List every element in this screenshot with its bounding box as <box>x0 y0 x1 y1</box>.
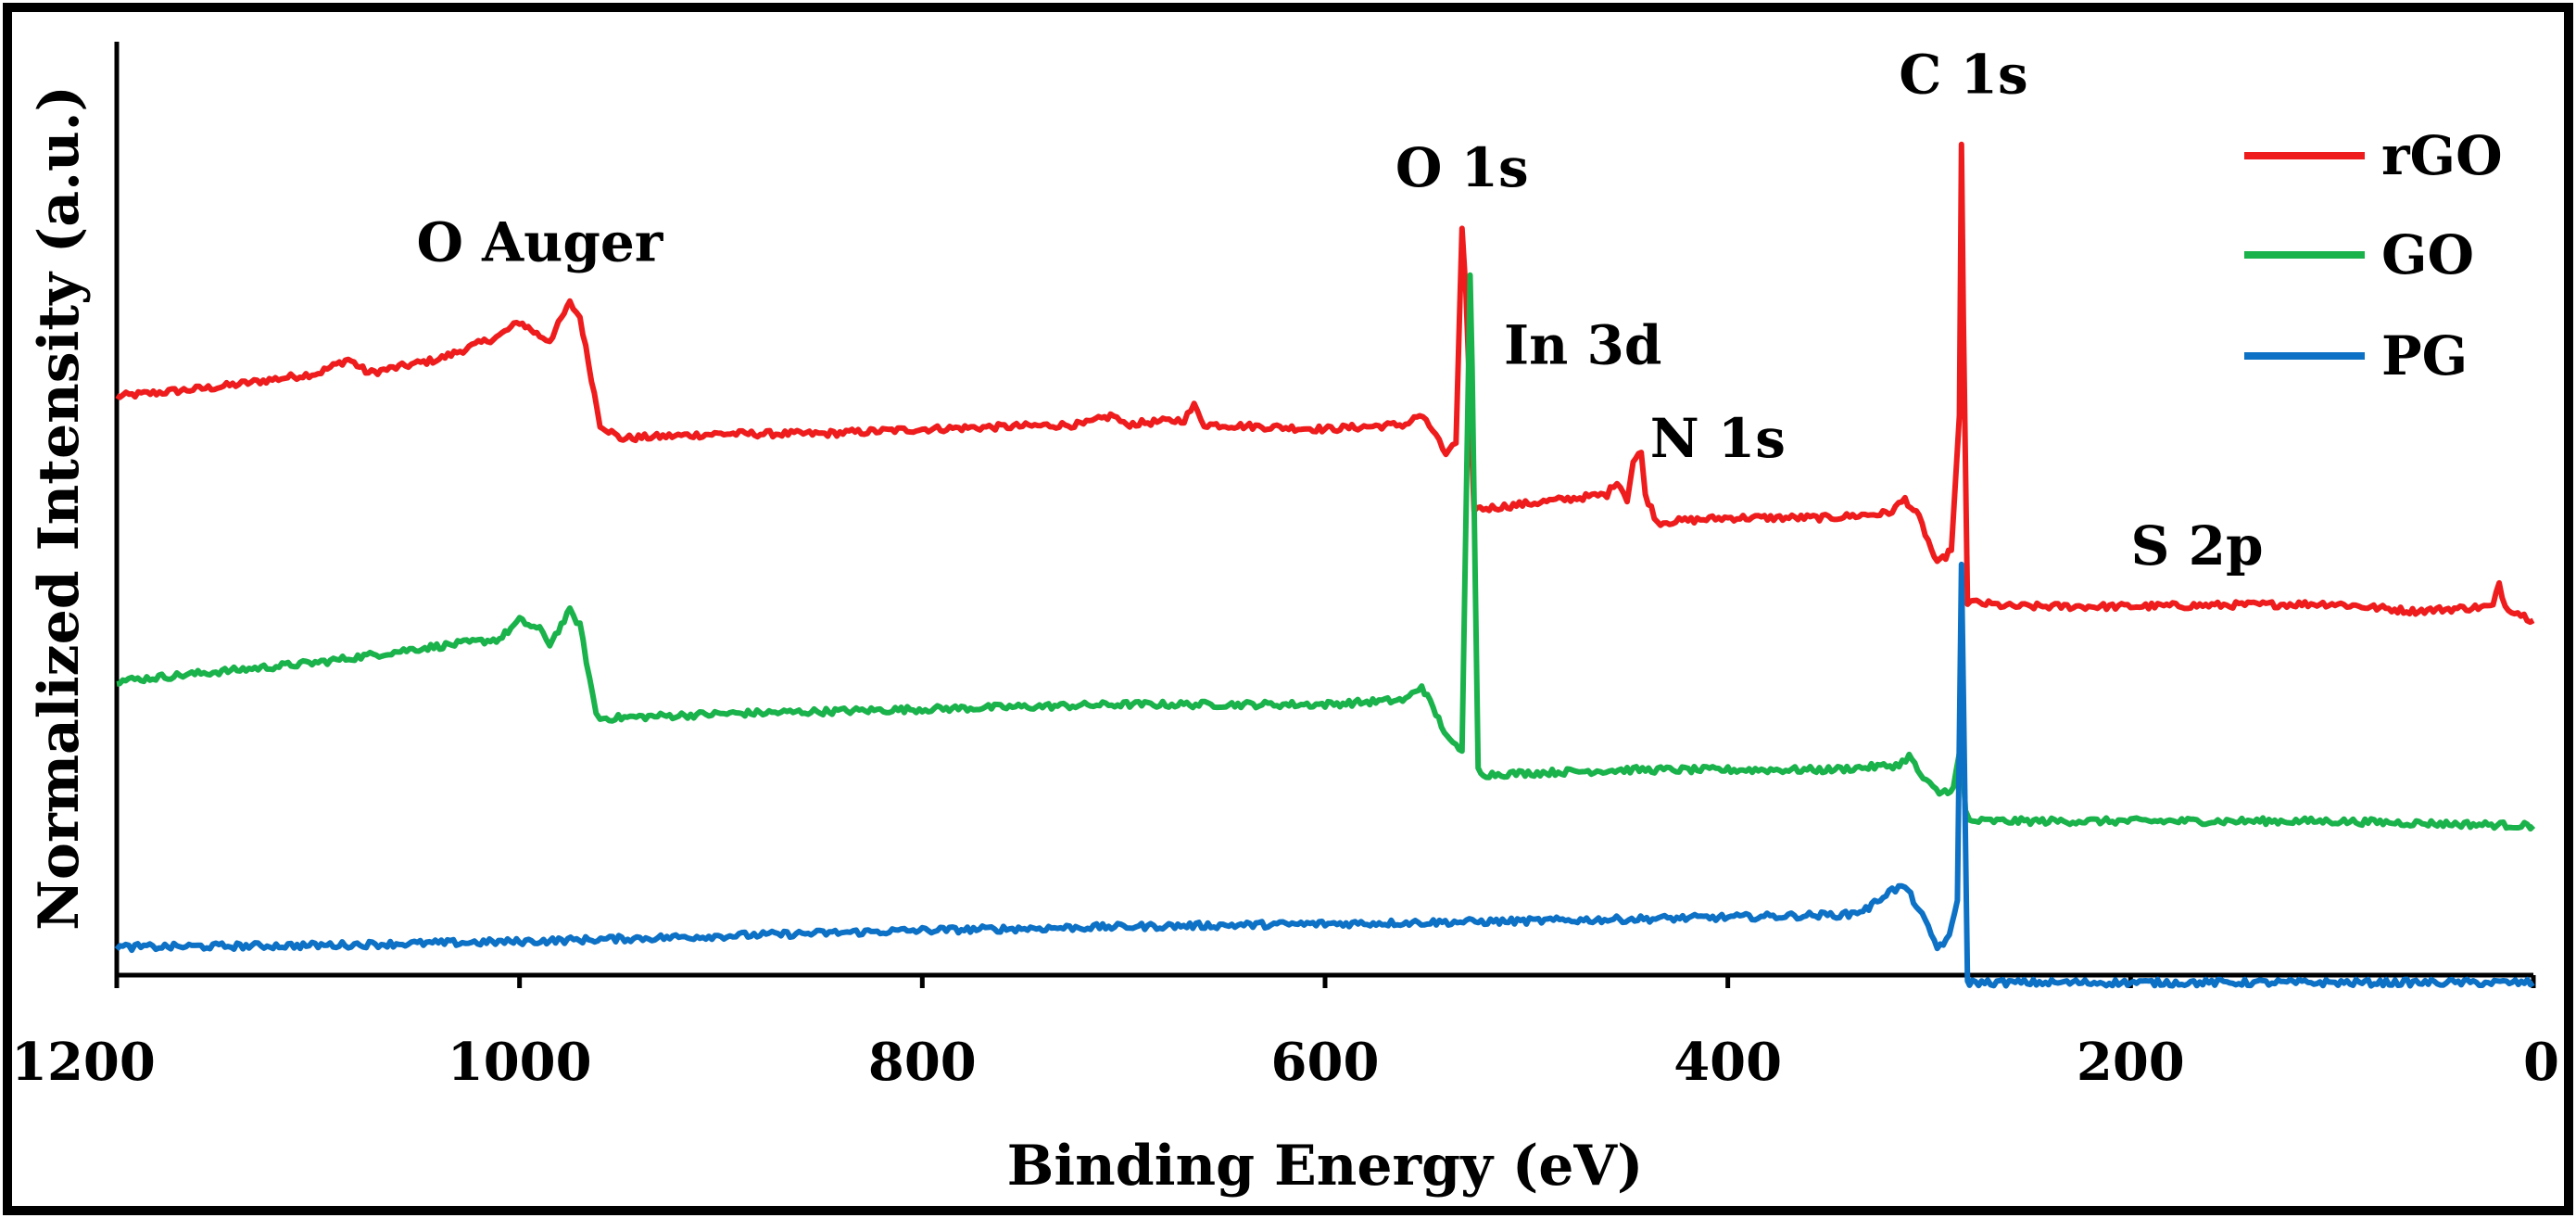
peak-annotation: O 1s <box>1395 136 1529 199</box>
x-tick-label: 200 <box>2077 1032 2185 1093</box>
x-tick-label: 600 <box>1271 1032 1380 1093</box>
x-tick-label: 800 <box>868 1032 977 1093</box>
legend-label-rgo: rGO <box>2381 124 2503 187</box>
x-tick-labels: 1200 1000 800 600 400 200 0 <box>11 1032 2559 1093</box>
peak-annotation: O Auger <box>416 211 663 274</box>
peak-annotation: C 1s <box>1899 43 2027 106</box>
peak-annotation: N 1s <box>1650 407 1786 470</box>
series-line-go <box>116 272 2536 832</box>
peak-annotation: S 2p <box>2131 514 2264 577</box>
annotations: O Auger O 1s In 3d N 1s C 1s S 2p <box>416 43 2263 577</box>
chart-frame <box>3 3 2573 1215</box>
x-tick-label: 400 <box>1673 1032 1782 1093</box>
x-tick-label: 0 <box>2523 1032 2559 1093</box>
x-tick-label: 1200 <box>11 1032 156 1093</box>
series-line-rgo <box>115 141 2535 626</box>
series-layer <box>114 141 2536 989</box>
x-tick-label: 1000 <box>448 1032 592 1093</box>
legend-label-pg: PG <box>2381 324 2468 387</box>
peak-annotation: In 3d <box>1504 313 1661 376</box>
series-line-pg <box>114 561 2535 989</box>
y-axis-title: Normalized Intensity (a.u.) <box>27 85 92 931</box>
legend-label-go: GO <box>2381 223 2474 286</box>
legend: rGO GO PG <box>2244 124 2503 387</box>
x-axis-title: Binding Energy (eV) <box>1007 1134 1644 1199</box>
